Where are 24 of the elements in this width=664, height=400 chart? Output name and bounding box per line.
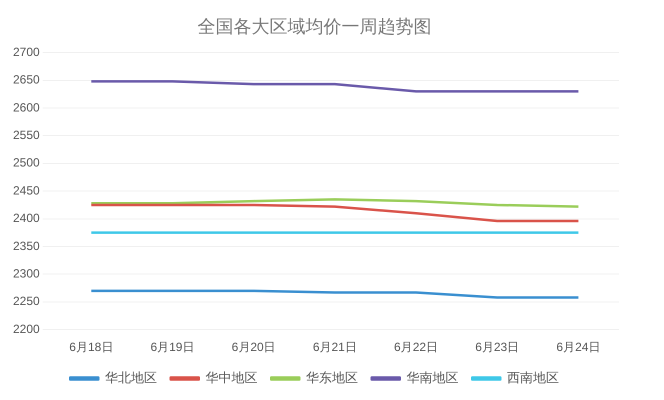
legend-label: 华东地区 <box>306 370 358 386</box>
x-tick-label: 6月21日 <box>312 340 357 354</box>
y-tick-label: 2650 <box>12 72 40 87</box>
y-tick-label: 2450 <box>12 183 40 198</box>
y-tick-label: 2250 <box>12 294 40 308</box>
x-tick-label: 6月23日 <box>475 340 520 354</box>
x-tick-label: 6月18日 <box>69 340 114 354</box>
y-tick-label: 2550 <box>12 128 40 142</box>
x-tick-label: 6月24日 <box>556 340 600 354</box>
y-tick-label: 2200 <box>12 322 40 336</box>
x-tick-label: 6月20日 <box>232 340 276 354</box>
y-tick-label: 2500 <box>12 156 40 170</box>
legend-label: 华北地区 <box>104 370 157 386</box>
x-tick-label: 6月22日 <box>394 340 438 354</box>
y-tick-label: 2300 <box>12 266 40 281</box>
legend-label: 华中地区 <box>205 370 258 386</box>
legend-label: 华南地区 <box>406 370 458 386</box>
y-tick-label: 2350 <box>12 238 40 253</box>
y-tick-label: 2400 <box>12 211 40 226</box>
chart-title: 全国各大区域均价一周趋势图 <box>198 16 432 38</box>
y-tick-label: 2700 <box>12 44 40 59</box>
legend-label: 西南地区 <box>506 370 559 386</box>
x-tick-label: 6月19日 <box>150 340 194 354</box>
y-tick-label: 2600 <box>12 100 40 114</box>
